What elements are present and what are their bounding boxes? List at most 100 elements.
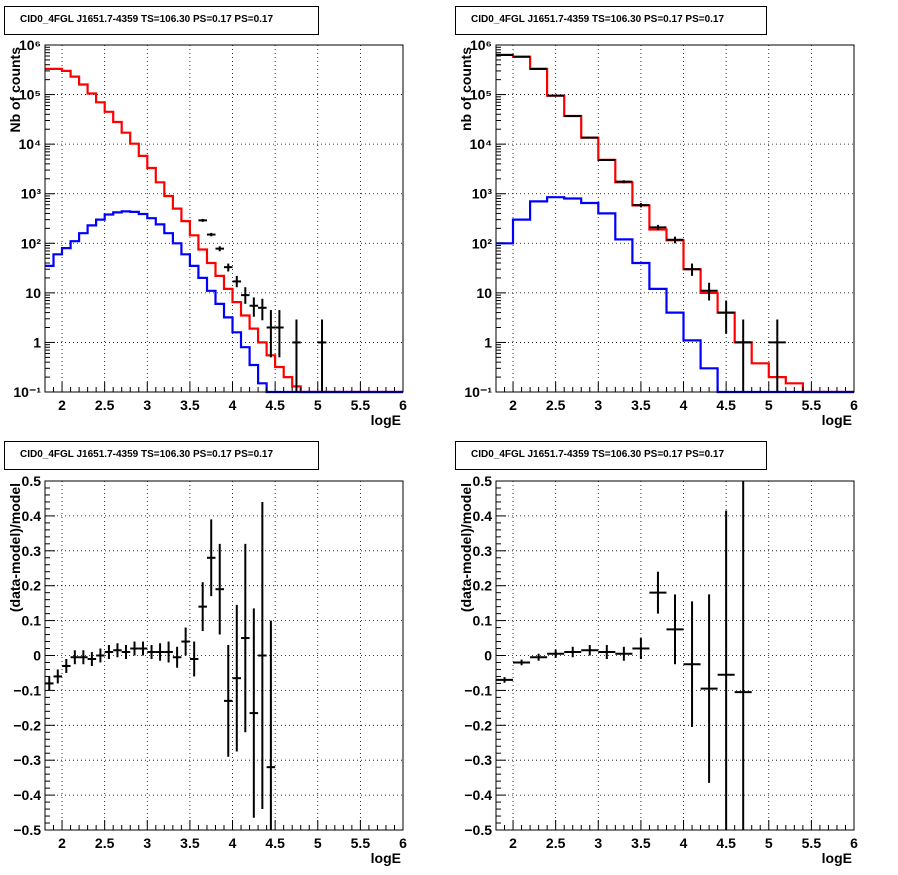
data-point — [768, 319, 786, 392]
x-tick-label: 6 — [850, 835, 858, 851]
data-point — [666, 594, 684, 665]
y-tick-label: 10³ — [21, 186, 42, 202]
y-tick-label: 0 — [484, 648, 492, 664]
data-point — [189, 641, 199, 677]
y-tick-label: 10⁵ — [19, 87, 41, 103]
y-tick-label: 0.4 — [473, 508, 493, 524]
data-point — [164, 641, 173, 663]
data-point — [496, 677, 514, 683]
chart-title: CID0_4FGL J1651.7-4359 TS=106.30 PS=0.17… — [471, 14, 724, 25]
data-point — [104, 645, 114, 659]
x-axis-label: logE — [371, 850, 401, 866]
y-tick-label: 10 — [25, 285, 41, 301]
data-points — [496, 53, 786, 392]
series-model-line — [496, 53, 854, 394]
x-tick-label: 3.5 — [180, 835, 200, 851]
x-tick-label: 3.5 — [631, 397, 651, 413]
x-tick-label: 3.5 — [180, 397, 200, 413]
data-point — [513, 659, 531, 666]
y-tick-label: 0.5 — [22, 473, 42, 489]
data-point — [700, 594, 718, 783]
y-tick-label: 10³ — [472, 186, 493, 202]
x-tick-label: 5 — [765, 835, 773, 851]
y-axis-label: nb of counts — [458, 47, 474, 131]
x-tick-label: 2 — [509, 397, 517, 413]
chart-panel-3: CID0_4FGL J1651.7-4359 TS=106.30 PS=0.17… — [4, 441, 407, 866]
y-tick-label: −0.1 — [13, 682, 41, 698]
chart-panel-2: CID0_4FGL J1651.7-4359 TS=106.30 PS=0.17… — [455, 6, 858, 428]
data-point — [632, 638, 650, 659]
y-tick-label: 10⁶ — [470, 37, 492, 53]
chart-title: CID0_4FGL J1651.7-4359 TS=106.30 PS=0.17… — [20, 14, 273, 25]
plot-frame — [495, 44, 855, 393]
x-axis-label: logE — [822, 850, 852, 866]
data-point — [581, 136, 599, 139]
y-tick-label: −0.4 — [13, 787, 41, 803]
y-tick-label: −0.3 — [464, 752, 492, 768]
chart-panel-4: CID0_4FGL J1651.7-4359 TS=106.30 PS=0.17… — [455, 441, 858, 866]
x-tick-label: 3 — [594, 397, 602, 413]
data-point — [700, 282, 718, 301]
data-point — [206, 232, 216, 237]
y-tick-label: 0.1 — [22, 613, 42, 629]
x-tick-label: 2.5 — [95, 397, 115, 413]
data-point — [53, 669, 63, 684]
chart-title: CID0_4FGL J1651.7-4359 TS=106.30 PS=0.17… — [20, 449, 273, 460]
data-point — [266, 310, 276, 358]
y-tick-label: −0.5 — [13, 822, 41, 838]
data-point — [292, 319, 301, 392]
x-tick-label: 4.5 — [716, 397, 736, 413]
data-point — [232, 604, 242, 752]
data-point — [683, 263, 701, 276]
y-tick-label: 0.1 — [473, 613, 493, 629]
x-tick-label: 5 — [314, 835, 322, 851]
x-tick-label: 5.5 — [802, 397, 822, 413]
x-tick-label: 3 — [143, 397, 151, 413]
x-tick-label: 5.5 — [351, 397, 371, 413]
data-point — [258, 298, 267, 321]
x-axis-label: logE — [371, 412, 401, 428]
data-point — [62, 658, 71, 673]
y-tick-label: 0.2 — [473, 578, 493, 594]
x-tick-label: 2 — [58, 835, 66, 851]
data-point — [121, 645, 131, 659]
data-point — [598, 158, 616, 161]
data-point — [615, 180, 633, 184]
data-point — [683, 601, 701, 728]
data-point — [232, 275, 242, 288]
title-box — [4, 6, 319, 35]
y-tick-label: −0.2 — [13, 717, 41, 733]
data-point — [87, 652, 97, 666]
data-point — [181, 627, 190, 656]
x-tick-label: 4 — [680, 397, 688, 413]
x-tick-label: 5 — [765, 397, 773, 413]
y-tick-label: 10² — [21, 235, 42, 251]
data-point — [734, 319, 752, 392]
y-tick-label: 10² — [472, 235, 493, 251]
data-point — [198, 218, 207, 222]
data-point — [249, 608, 259, 818]
x-tick-label: 3 — [143, 835, 151, 851]
data-points — [45, 501, 276, 830]
x-tick-label: 4.5 — [265, 397, 285, 413]
y-tick-label: 0.3 — [473, 543, 493, 559]
x-tick-label: 2.5 — [546, 835, 566, 851]
y-tick-label: 0.4 — [22, 508, 42, 524]
data-point — [666, 236, 684, 244]
x-tick-label: 2.5 — [95, 835, 115, 851]
data-point — [249, 297, 259, 317]
data-point — [224, 263, 233, 272]
y-tick-label: −0.4 — [464, 787, 492, 803]
chart-title: CID0_4FGL J1651.7-4359 TS=106.30 PS=0.17… — [471, 449, 724, 460]
data-point — [147, 645, 156, 659]
data-point — [79, 650, 88, 665]
y-tick-label: −0.5 — [464, 822, 492, 838]
x-tick-label: 2.5 — [546, 397, 566, 413]
data-point — [649, 224, 667, 231]
data-points — [496, 481, 752, 830]
y-tick-label: −0.2 — [464, 717, 492, 733]
